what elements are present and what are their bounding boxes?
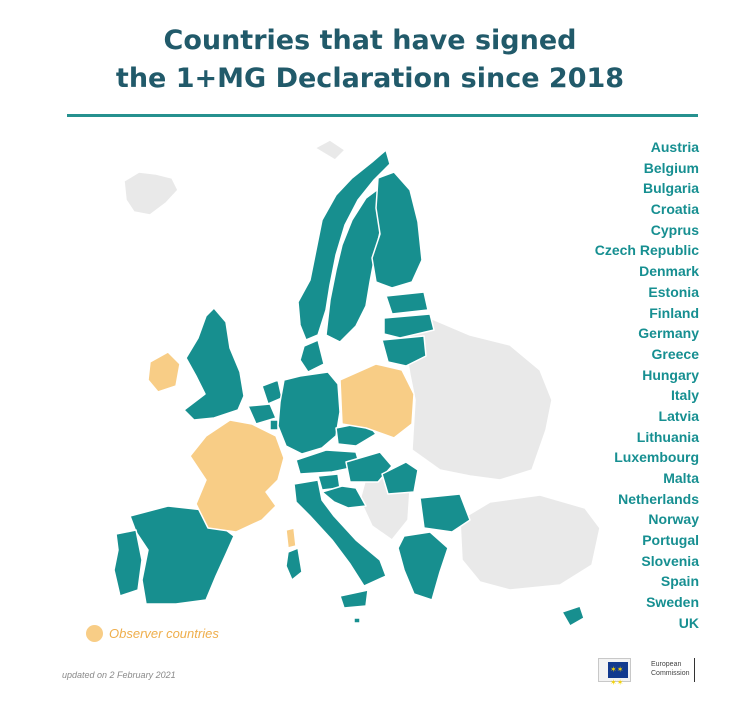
norway bbox=[297, 149, 391, 341]
logo-text: European Commission bbox=[651, 661, 690, 677]
eastern-europe bbox=[391, 317, 553, 481]
bulgaria bbox=[419, 493, 471, 533]
svalbard-area bbox=[314, 139, 346, 161]
country-item: Czech Republic bbox=[594, 242, 699, 259]
country-item: Sweden bbox=[646, 594, 699, 611]
country-item: Italy bbox=[670, 387, 699, 404]
european-commission-logo: ✶✶ ✶✶ European Commission bbox=[598, 658, 698, 687]
estonia bbox=[385, 291, 429, 315]
italy bbox=[293, 479, 387, 587]
romania bbox=[381, 461, 419, 495]
germany bbox=[277, 371, 341, 455]
france bbox=[189, 419, 285, 533]
country-item: Croatia bbox=[650, 201, 699, 218]
country-item: Germany bbox=[638, 325, 699, 342]
updated-note: updated on 2 February 2021 bbox=[62, 670, 176, 680]
sardinia bbox=[285, 547, 303, 581]
country-item: Netherlands bbox=[618, 490, 699, 507]
croatia bbox=[321, 485, 367, 509]
country-item: Estonia bbox=[648, 283, 699, 300]
lithuania bbox=[381, 335, 427, 367]
country-item: Denmark bbox=[639, 263, 699, 280]
page-title: Countries that have signed the 1+MG Decl… bbox=[60, 22, 680, 98]
iceland bbox=[123, 171, 179, 216]
country-item: Latvia bbox=[658, 407, 699, 424]
country-item: Hungary bbox=[642, 366, 699, 383]
finland bbox=[371, 171, 423, 289]
observer-legend-label: Observer countries bbox=[109, 626, 219, 641]
country-item: Bulgaria bbox=[642, 180, 699, 197]
country-item: Luxembourg bbox=[614, 449, 699, 466]
eu-flag-icon: ✶✶ ✶✶ bbox=[598, 658, 631, 687]
belgium bbox=[247, 403, 277, 425]
uk bbox=[183, 307, 245, 421]
country-item: Spain bbox=[660, 573, 699, 590]
title-line-1: Countries that have signed bbox=[163, 25, 577, 56]
map-legend: Observer countries bbox=[86, 625, 219, 642]
netherlands bbox=[261, 379, 283, 405]
turkey bbox=[459, 494, 601, 591]
country-item: Austria bbox=[650, 139, 699, 155]
title-line-2: the 1+MG Declaration since 2018 bbox=[115, 63, 625, 94]
country-item: Greece bbox=[651, 345, 699, 362]
cyprus bbox=[561, 605, 585, 627]
ireland bbox=[147, 351, 181, 393]
country-item: UK bbox=[678, 614, 699, 631]
country-item: Malta bbox=[663, 470, 699, 486]
luxembourg bbox=[269, 419, 279, 431]
country-item: Cyprus bbox=[650, 221, 699, 238]
country-item: Finland bbox=[649, 304, 699, 321]
country-item: Slovenia bbox=[641, 552, 699, 569]
malta bbox=[353, 617, 361, 624]
greece bbox=[397, 531, 449, 601]
corsica bbox=[285, 527, 297, 549]
title-divider bbox=[67, 114, 698, 117]
observer-swatch bbox=[86, 625, 103, 642]
poland bbox=[339, 363, 415, 439]
country-item: Lithuania bbox=[636, 428, 699, 445]
portugal bbox=[113, 529, 143, 597]
country-item: Portugal bbox=[642, 532, 699, 549]
logo-divider bbox=[694, 658, 695, 682]
sicily bbox=[339, 589, 369, 609]
latvia bbox=[383, 313, 435, 339]
denmark bbox=[299, 339, 325, 373]
country-item: Belgium bbox=[643, 159, 699, 176]
country-item: Norway bbox=[648, 511, 699, 528]
signatory-country-list: Austria Belgium Bulgaria Croatia Cyprus … bbox=[519, 137, 699, 634]
